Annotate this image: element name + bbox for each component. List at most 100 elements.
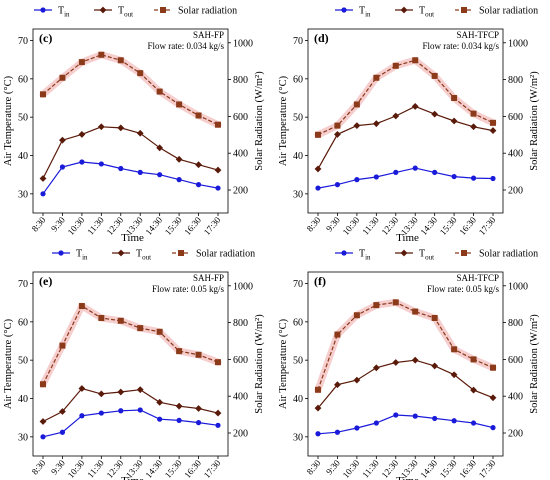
data-point xyxy=(490,425,496,431)
legend-marker-3 xyxy=(178,250,184,256)
series-3 xyxy=(39,302,222,388)
left-axis-tick-label: 40 xyxy=(293,151,303,162)
data-point xyxy=(353,376,361,384)
data-point xyxy=(118,408,124,414)
x-axis-tick-label: 17:30 xyxy=(202,214,223,237)
series-line xyxy=(42,387,219,423)
x-axis-tick-label: 17:30 xyxy=(202,457,223,480)
legend-label-3: Solar radiation xyxy=(479,6,538,17)
data-point xyxy=(470,110,477,117)
series-line xyxy=(317,167,494,189)
x-axis-tick-label: 16:30 xyxy=(457,214,478,237)
left-axis-tick-label: 60 xyxy=(293,317,303,328)
left-axis-tick-label: 50 xyxy=(18,356,28,367)
data-point xyxy=(334,122,341,129)
data-point xyxy=(450,117,458,125)
data-point xyxy=(215,422,221,428)
data-point xyxy=(156,398,164,406)
data-point xyxy=(451,173,457,180)
data-point xyxy=(136,386,144,394)
legend-label-subscript: in xyxy=(82,254,88,262)
chart-panel-f: Tin Tout Solar radiation 30 40 50 60 70 200 400 60… xyxy=(278,249,540,480)
right-axis-title: Solar Radiation (W/m²) xyxy=(254,314,265,414)
x-axis-title: Time xyxy=(121,232,144,244)
series-line xyxy=(42,305,219,385)
left-axis-tick-label: 70 xyxy=(18,279,28,290)
legend-label-2: Tout xyxy=(136,249,151,262)
data-point xyxy=(373,174,379,180)
data-point xyxy=(353,122,361,129)
data-point xyxy=(195,182,202,188)
legend-label-3: Solar radiation xyxy=(479,249,538,260)
data-point xyxy=(489,394,497,402)
data-point xyxy=(411,103,419,110)
data-point xyxy=(157,416,163,422)
legend-label-2: Tout xyxy=(118,6,133,19)
data-point xyxy=(489,127,497,134)
x-axis-tick-label: 10:30 xyxy=(341,214,362,237)
x-axis-tick-label: 14:30 xyxy=(143,214,164,237)
system-label: SAH-FP xyxy=(193,273,224,283)
left-axis-tick-label: 30 xyxy=(293,189,303,200)
legend-label-subscript: out xyxy=(142,254,151,262)
flow-rate-label: Flow rate: 0.034 kg/s xyxy=(148,41,225,51)
x-axis-tick-label: 15:30 xyxy=(438,214,459,237)
data-point xyxy=(195,351,202,358)
data-point xyxy=(451,95,458,101)
data-point xyxy=(373,420,379,426)
left-axis-title: Air Temperature (°C) xyxy=(3,75,14,166)
series-line xyxy=(317,105,494,170)
system-label: SAH-TFCP xyxy=(456,30,499,40)
data-point xyxy=(59,429,66,435)
legend-label-1: Tin xyxy=(359,6,371,19)
legend-marker-2 xyxy=(117,249,125,257)
data-point xyxy=(79,159,85,165)
x-axis-tick-label: 16:30 xyxy=(457,457,478,480)
data-point xyxy=(315,431,321,437)
data-point xyxy=(137,407,143,413)
data-point xyxy=(315,131,321,138)
series-1 xyxy=(40,407,221,440)
data-point xyxy=(156,88,163,95)
plot-frame xyxy=(307,271,504,457)
data-point xyxy=(117,388,125,396)
left-axis-tick-label: 60 xyxy=(18,74,28,85)
series-line xyxy=(317,359,494,409)
legend-label-subscript: in xyxy=(64,11,70,19)
data-point xyxy=(176,101,183,108)
data-point xyxy=(470,386,477,394)
right-axis-tick-label: 800 xyxy=(233,318,248,329)
legend-label-subscript: out xyxy=(425,254,434,262)
series-3 xyxy=(39,51,222,129)
data-point xyxy=(412,308,419,315)
panel-label: (d) xyxy=(314,31,329,45)
data-point xyxy=(490,175,496,182)
legend-label-3: Solar radiation xyxy=(196,249,255,260)
x-axis-tick-label: 15:30 xyxy=(163,214,184,237)
x-axis-tick-label: 10:30 xyxy=(66,214,87,237)
legend-marker-1 xyxy=(40,7,46,13)
left-axis-tick-label: 70 xyxy=(18,36,28,47)
legend-label-1: Tin xyxy=(76,249,88,262)
data-point xyxy=(470,420,477,426)
x-axis-tick-label: 11:30 xyxy=(360,214,381,236)
legend-label-subscript: out xyxy=(124,11,133,19)
data-point xyxy=(176,417,182,423)
x-axis-tick-label: 16:30 xyxy=(182,457,203,480)
data-point xyxy=(98,315,105,321)
right-axis-tick-label: 400 xyxy=(508,392,523,403)
right-axis-tick-label: 600 xyxy=(508,355,523,366)
series-line xyxy=(317,301,494,390)
left-axis-tick-label: 50 xyxy=(293,356,303,367)
data-point xyxy=(175,155,183,163)
legend-label-2: Tout xyxy=(419,6,434,19)
data-point xyxy=(490,364,496,371)
data-point xyxy=(412,413,418,419)
right-axis-tick-label: 600 xyxy=(233,355,248,366)
right-axis-tick-label: 400 xyxy=(508,149,523,160)
x-axis-title: Time xyxy=(121,475,144,480)
data-point xyxy=(195,420,202,426)
data-point xyxy=(59,342,66,349)
data-point xyxy=(373,74,380,81)
